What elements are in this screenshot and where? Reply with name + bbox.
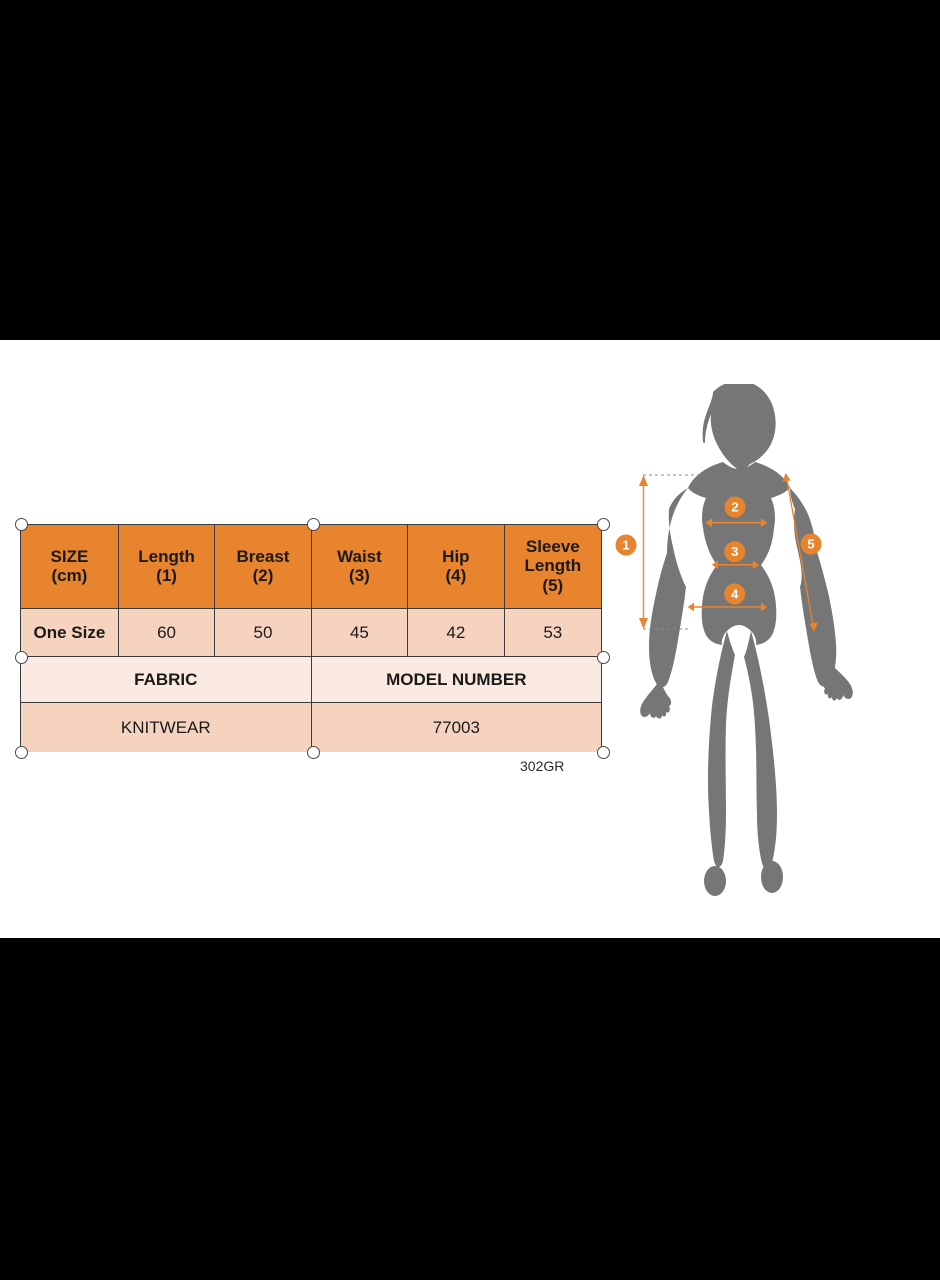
svg-text:5: 5 [807,536,814,551]
svg-text:4: 4 [731,586,739,601]
svg-text:2: 2 [731,499,738,514]
svg-text:3: 3 [731,544,738,559]
svg-text:1: 1 [622,537,629,552]
